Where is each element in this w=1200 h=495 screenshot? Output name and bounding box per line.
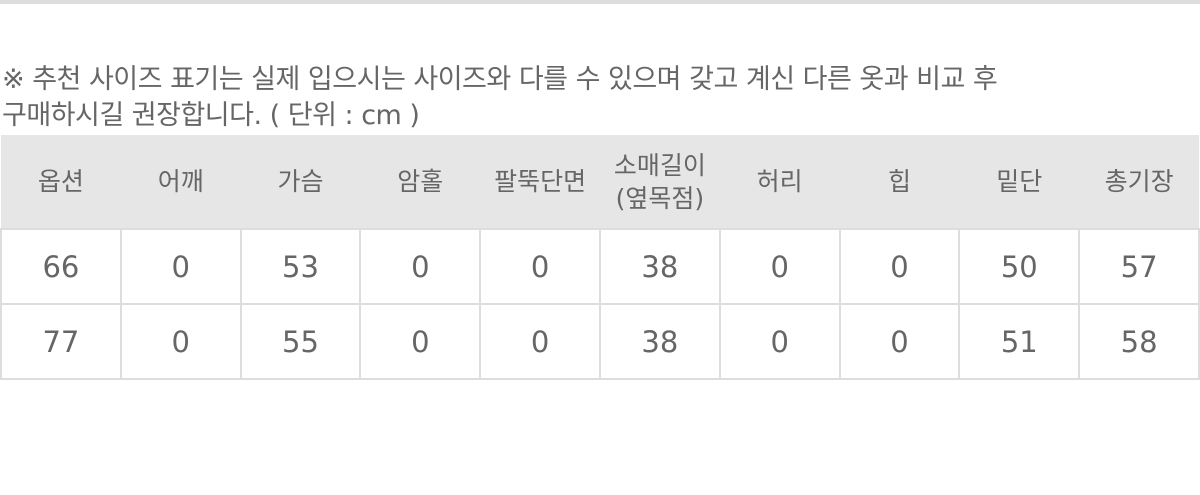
column-header: 허리 [719,135,840,229]
table-cell: 0 [119,303,242,380]
table-cell: 0 [359,303,482,380]
column-header: 가슴 [240,135,361,229]
table-cell: 77 [0,303,122,380]
table-cell: 0 [479,303,601,380]
table-row: 66 0 53 0 0 38 0 0 50 57 [0,228,1200,305]
table-cell: 66 [0,228,122,305]
table-row: 77 0 55 0 0 38 0 0 51 58 [0,303,1200,380]
table-cell: 50 [958,228,1081,305]
column-header: 옵션 [1,135,121,229]
notice-line-2: 구매하시길 권장합니다. ( 단위 : cm ) [2,100,420,131]
size-notice: ※ 추천 사이즈 표기는 실제 입으시는 사이즈와 다를 수 있으며 갖고 계신… [2,62,1200,134]
column-header: 힙 [839,135,960,229]
column-header: 총기장 [1079,135,1199,229]
table-cell: 0 [479,228,601,305]
table-cell: 0 [718,228,841,305]
table-cell: 38 [598,303,721,380]
size-table: 옵션 어깨 가슴 암홀 팔뚝단면 소매길이 (옆목점) 허리 힙 밑단 총기장 66 0 53 0 0 38 0… [0,135,1200,380]
column-header: 소매길이 (옆목점) [599,135,720,229]
table-cell: 0 [838,228,961,305]
table-cell: 53 [239,228,362,305]
divider [0,0,1200,4]
table-cell: 0 [359,228,482,305]
table-cell: 0 [718,303,841,380]
notice-line-1: ※ 추천 사이즈 표기는 실제 입으시는 사이즈와 다를 수 있으며 갖고 계신… [2,64,998,95]
table-cell: 0 [119,228,242,305]
table-cell: 58 [1078,303,1200,380]
table-cell: 55 [239,303,362,380]
table-cell: 51 [958,303,1081,380]
table-header-row: 옵션 어깨 가슴 암홀 팔뚝단면 소매길이 (옆목점) 허리 힙 밑단 총기장 [1,135,1199,229]
column-header: 팔뚝단면 [480,135,600,229]
table-cell: 38 [598,228,721,305]
column-header: 암홀 [360,135,481,229]
table-cell: 0 [838,303,961,380]
table-cell: 57 [1078,228,1200,305]
column-header: 밑단 [959,135,1080,229]
column-header: 어깨 [120,135,241,229]
